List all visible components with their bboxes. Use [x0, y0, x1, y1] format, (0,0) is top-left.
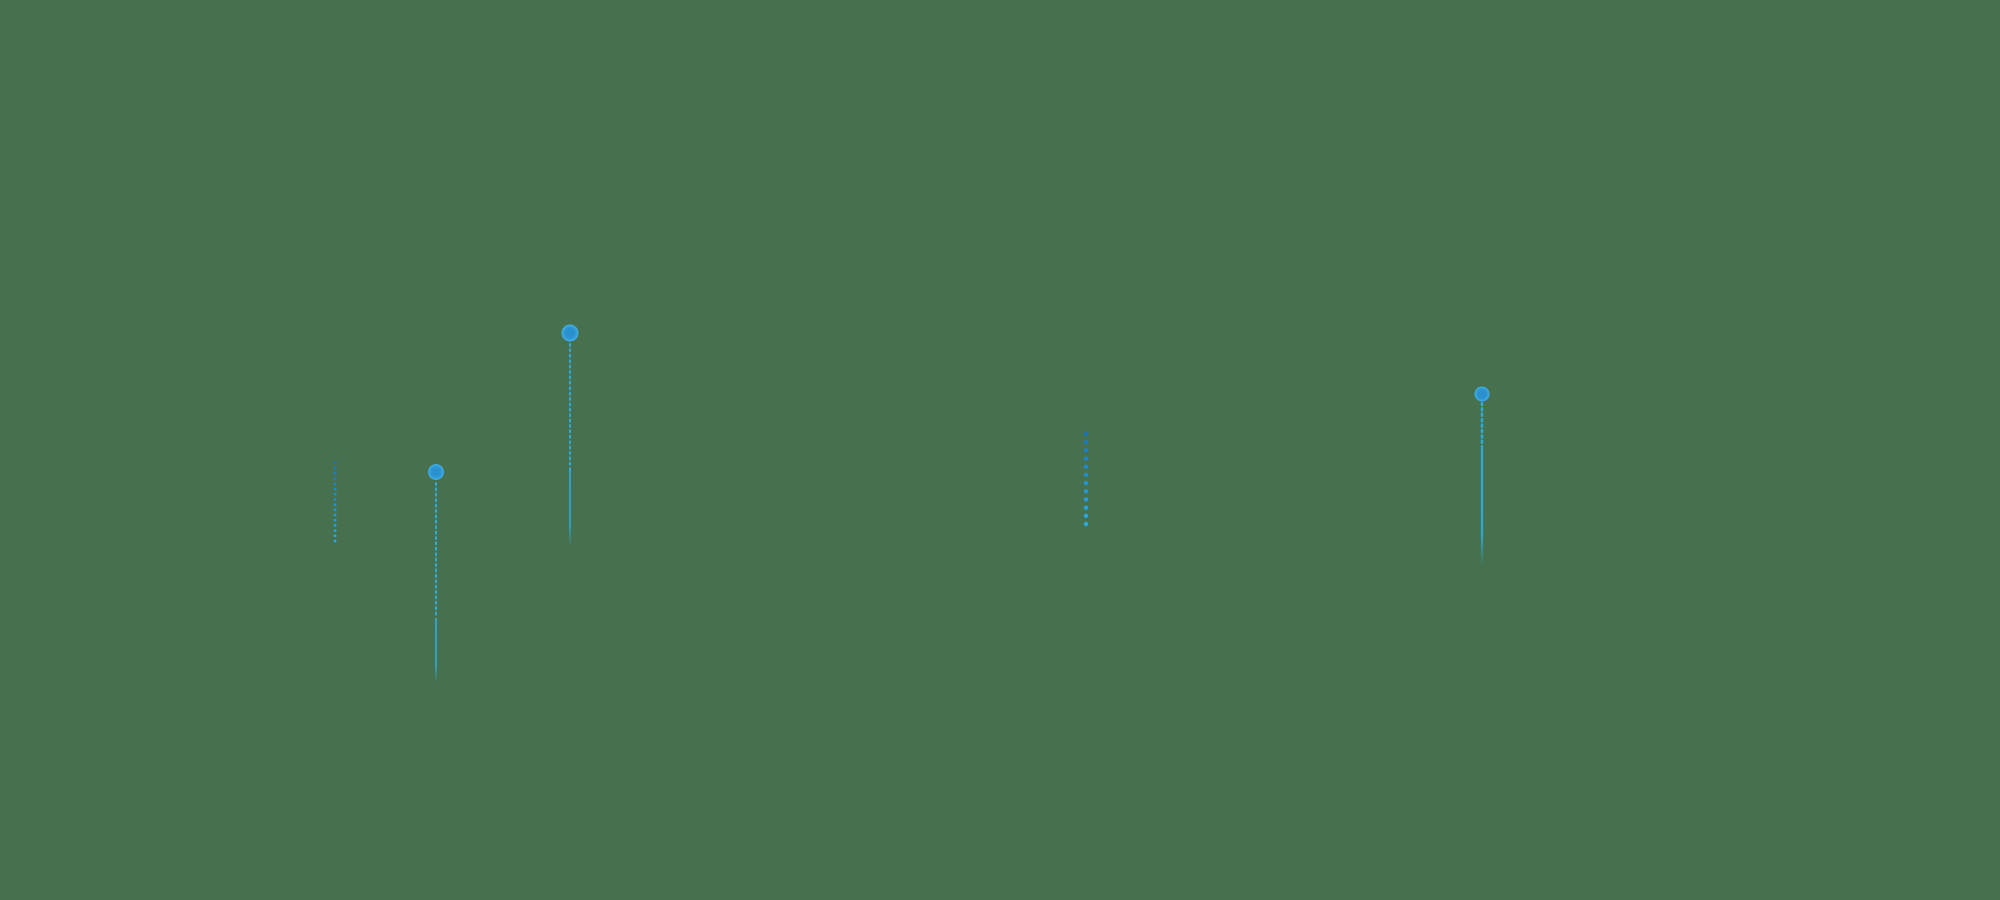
trail-dot: [1083, 521, 1089, 527]
pin-head-icon: [1474, 386, 1490, 402]
trail-dot: [1083, 513, 1089, 519]
trail-dot: [333, 524, 337, 527]
trail-dot: [1083, 431, 1089, 437]
pin-head-icon: [428, 464, 444, 480]
trail-dot: [1083, 456, 1089, 461]
trail-dot: [333, 492, 337, 496]
pin-2: [561, 324, 579, 546]
trail-dot: [333, 466, 337, 470]
trail-dot: [1083, 489, 1089, 494]
trail-dot: [333, 498, 337, 501]
trail-dot: [333, 482, 337, 486]
trail-dot: [1083, 472, 1089, 478]
pin-1: [428, 464, 444, 683]
trail-dot: [333, 534, 337, 538]
trail-dot: [1083, 448, 1089, 453]
trail-dot: [333, 461, 337, 465]
trail-dot: [333, 539, 337, 543]
trail-dot: [333, 508, 337, 512]
trail-dot: [333, 477, 337, 480]
trail-dot: [333, 503, 337, 506]
trail-dot: [333, 529, 337, 532]
pin-head-icon: [561, 324, 579, 342]
dot-trail-1: [333, 461, 337, 543]
markers-group: [333, 324, 1490, 683]
trail-dot: [333, 487, 337, 491]
trail-dot: [333, 518, 337, 522]
trail-dot: [1083, 464, 1089, 469]
trail-dot: [1083, 439, 1089, 445]
dot-trail-2: [1083, 431, 1089, 527]
trail-dot: [1083, 497, 1089, 502]
trail-dot: [333, 513, 337, 517]
trail-dot: [333, 472, 337, 475]
pin-3: [1474, 386, 1490, 566]
trail-dot: [1083, 480, 1089, 486]
trail-dot: [1083, 505, 1089, 510]
